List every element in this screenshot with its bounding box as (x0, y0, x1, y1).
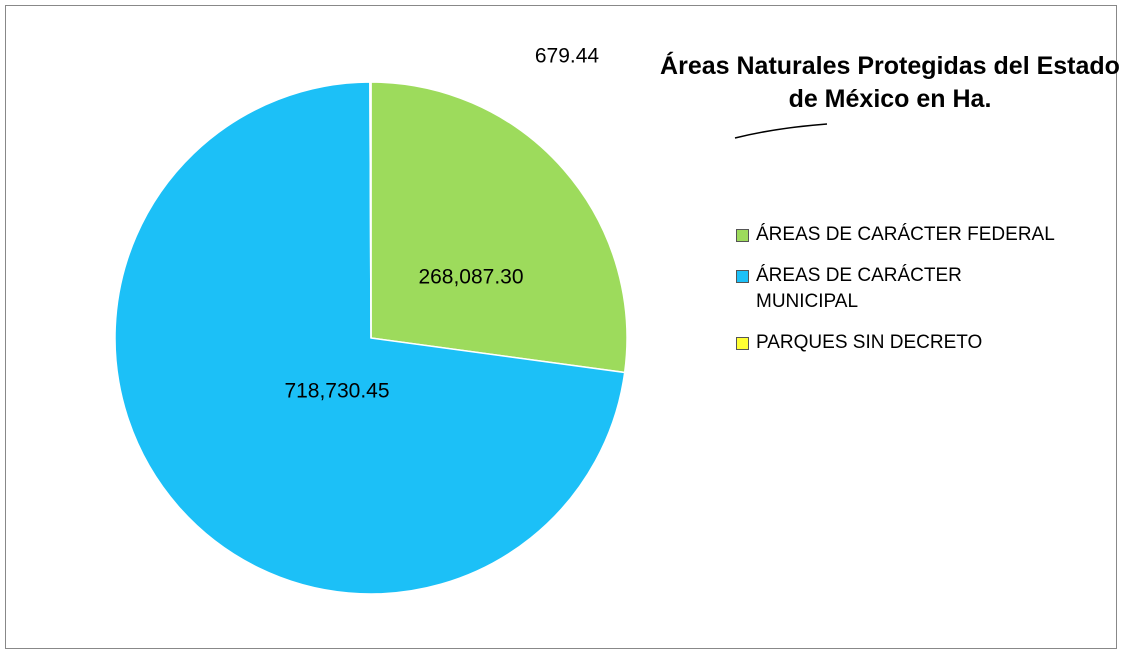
pie-slice (370, 81, 628, 374)
legend-label: ÁREAS DE CARÁCTER MUNICIPAL (756, 265, 962, 312)
legend-label: PARQUES SIN DECRETO (756, 332, 983, 353)
legend-label: ÁREAS DE CARÁCTER FEDERAL (756, 224, 1055, 245)
chart-title: Áreas Naturales Protegidas del Estado de… (660, 52, 1120, 113)
decoration (734, 123, 828, 139)
pie (114, 81, 628, 595)
data-label: 268,087.30 (418, 266, 523, 289)
legend-swatch (736, 270, 749, 283)
pie-slice (369, 81, 372, 339)
legend-swatch (736, 229, 749, 242)
legend-swatch (736, 337, 749, 350)
legend: ÁREAS DE CARÁCTER FEDERAL ÁREAS DE CARÁCT… (736, 222, 1106, 371)
data-label: 679.44 (535, 45, 600, 68)
data-label: 718,730.45 (284, 380, 389, 403)
legend-item: PARQUES SIN DECRETO (736, 330, 1106, 356)
legend-item: ÁREAS DE CARÁCTER MUNICIPAL (736, 263, 1106, 315)
pie-slice (114, 81, 626, 595)
legend-item: ÁREAS DE CARÁCTER FEDERAL (736, 222, 1106, 248)
